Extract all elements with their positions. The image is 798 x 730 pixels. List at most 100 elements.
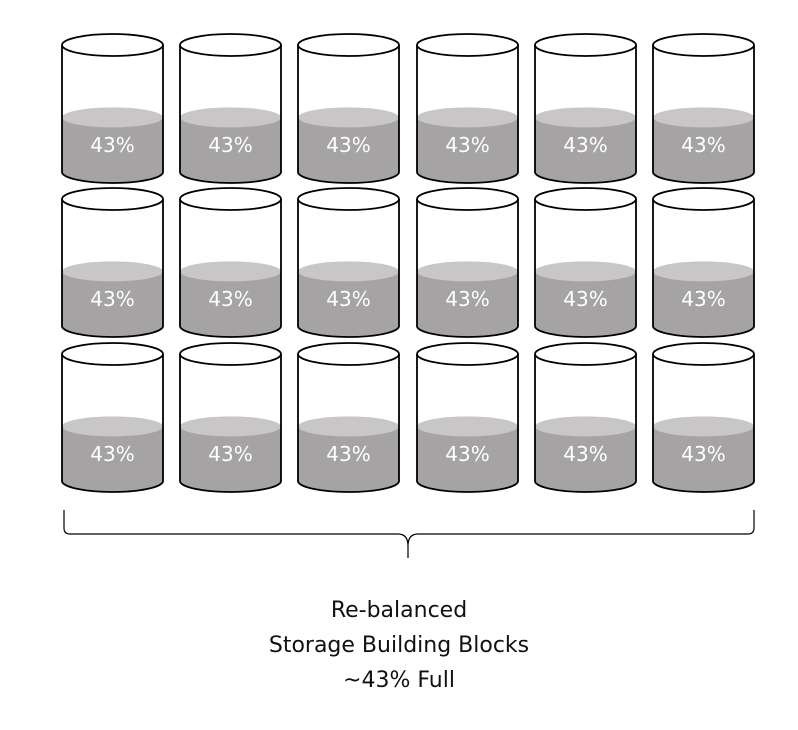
cylinder-grid: 43% 43% 43% 43% 43% 43% 43% 43% 43% 43% 43% 43% 43% 4… (61, 33, 755, 493)
storage-cylinder: 43% (534, 33, 637, 184)
cylinder-outline (179, 354, 282, 493)
cylinder-top (652, 342, 755, 366)
cylinder-percent-label: 43% (208, 442, 252, 466)
cylinder-fill-surface (298, 261, 399, 282)
cylinder-percent-label: 43% (563, 442, 607, 466)
cylinder-fill (298, 426, 399, 493)
cylinder-fill-surface (535, 416, 636, 437)
storage-cylinder: 43% (297, 33, 400, 184)
storage-cylinder: 43% (61, 342, 164, 493)
cylinder-top (179, 342, 282, 366)
cylinder-percent-label: 43% (326, 442, 370, 466)
cylinder-percent-label: 43% (563, 287, 607, 311)
cylinder-fill (417, 426, 518, 493)
cylinder-fill (653, 426, 754, 493)
storage-cylinder: 43% (416, 33, 519, 184)
cylinder-fill-surface (417, 416, 518, 437)
cylinder-top (297, 187, 400, 211)
storage-cylinder: 43% (652, 342, 755, 493)
cylinder-fill (653, 117, 754, 183)
cylinder-outline (534, 354, 637, 493)
cylinder-outline (61, 199, 164, 338)
cylinder-fill (417, 117, 518, 183)
cylinder-top (534, 342, 637, 366)
cylinder-outline (179, 45, 282, 184)
storage-cylinder: 43% (179, 33, 282, 184)
cylinder-fill-surface (180, 416, 281, 437)
caption-line-2: Storage Building Blocks (268, 633, 530, 658)
storage-cylinder: 43% (179, 187, 282, 338)
cylinder-outline (416, 199, 519, 338)
cylinder-fill-surface (653, 261, 754, 282)
cylinder-outline (297, 45, 400, 184)
cylinder-fill-surface (298, 107, 399, 128)
cylinder-top (416, 342, 519, 366)
cylinder-percent-label: 43% (90, 287, 134, 311)
cylinder-fill (417, 271, 518, 337)
cylinder-fill (535, 117, 636, 183)
storage-cylinder: 43% (61, 33, 164, 184)
storage-cylinder: 43% (416, 187, 519, 338)
storage-cylinder: 43% (652, 187, 755, 338)
cylinder-percent-label: 43% (445, 133, 489, 157)
cylinder-top (179, 33, 282, 57)
cylinder-outline (61, 45, 164, 184)
cylinder-percent-label: 43% (90, 442, 134, 466)
storage-cylinder: 43% (61, 187, 164, 338)
cylinder-fill-surface (62, 416, 163, 437)
cylinder-top (534, 187, 637, 211)
cylinder-fill (180, 117, 281, 183)
caption-line-3: ~43% Full (343, 668, 455, 693)
cylinder-fill-surface (535, 261, 636, 282)
cylinder-percent-label: 43% (445, 287, 489, 311)
storage-cylinder: 43% (297, 187, 400, 338)
cylinder-outline (179, 199, 282, 338)
cylinder-top (61, 33, 164, 57)
cylinder-fill-surface (180, 261, 281, 282)
cylinder-top (61, 342, 164, 366)
cylinder-fill (180, 426, 281, 493)
cylinder-outline (416, 354, 519, 493)
cylinder-outline (61, 354, 164, 493)
cylinder-fill (298, 271, 399, 337)
storage-cylinder: 43% (297, 342, 400, 493)
cylinder-fill (653, 271, 754, 337)
cylinder-percent-label: 43% (563, 133, 607, 157)
cylinder-fill-surface (62, 107, 163, 128)
cylinder-fill (180, 271, 281, 337)
cylinder-top (297, 342, 400, 366)
cylinder-outline (297, 199, 400, 338)
cylinder-fill-surface (298, 416, 399, 437)
cylinder-outline (534, 199, 637, 338)
cylinder-fill-surface (62, 261, 163, 282)
storage-cylinder: 43% (652, 33, 755, 184)
cylinder-top (416, 33, 519, 57)
storage-cylinder: 43% (534, 187, 637, 338)
cylinder-outline (652, 199, 755, 338)
cylinder-top (652, 33, 755, 57)
grouping-brace (63, 510, 755, 558)
cylinder-outline (534, 45, 637, 184)
cylinder-percent-label: 43% (208, 133, 252, 157)
cylinder-percent-label: 43% (326, 287, 370, 311)
cylinder-outline (416, 45, 519, 184)
cylinder-fill (62, 426, 163, 492)
cylinder-top (652, 187, 755, 211)
cylinder-top (416, 187, 519, 211)
storage-cylinder: 43% (179, 342, 282, 493)
cylinder-fill-surface (180, 107, 281, 128)
cylinder-fill-surface (535, 107, 636, 128)
cylinder-fill (535, 271, 636, 337)
cylinder-top (179, 187, 282, 211)
cylinder-fill-surface (417, 261, 518, 282)
cylinder-outline (652, 354, 755, 493)
cylinder-top (534, 33, 637, 57)
cylinder-percent-label: 43% (208, 287, 252, 311)
cylinder-fill (298, 117, 399, 183)
cylinder-percent-label: 43% (445, 442, 489, 466)
caption-line-1: Re-balanced (330, 598, 468, 623)
cylinder-fill-surface (653, 416, 754, 437)
cylinder-top (61, 187, 164, 211)
cylinder-fill (62, 271, 163, 337)
cylinder-percent-label: 43% (681, 287, 725, 311)
